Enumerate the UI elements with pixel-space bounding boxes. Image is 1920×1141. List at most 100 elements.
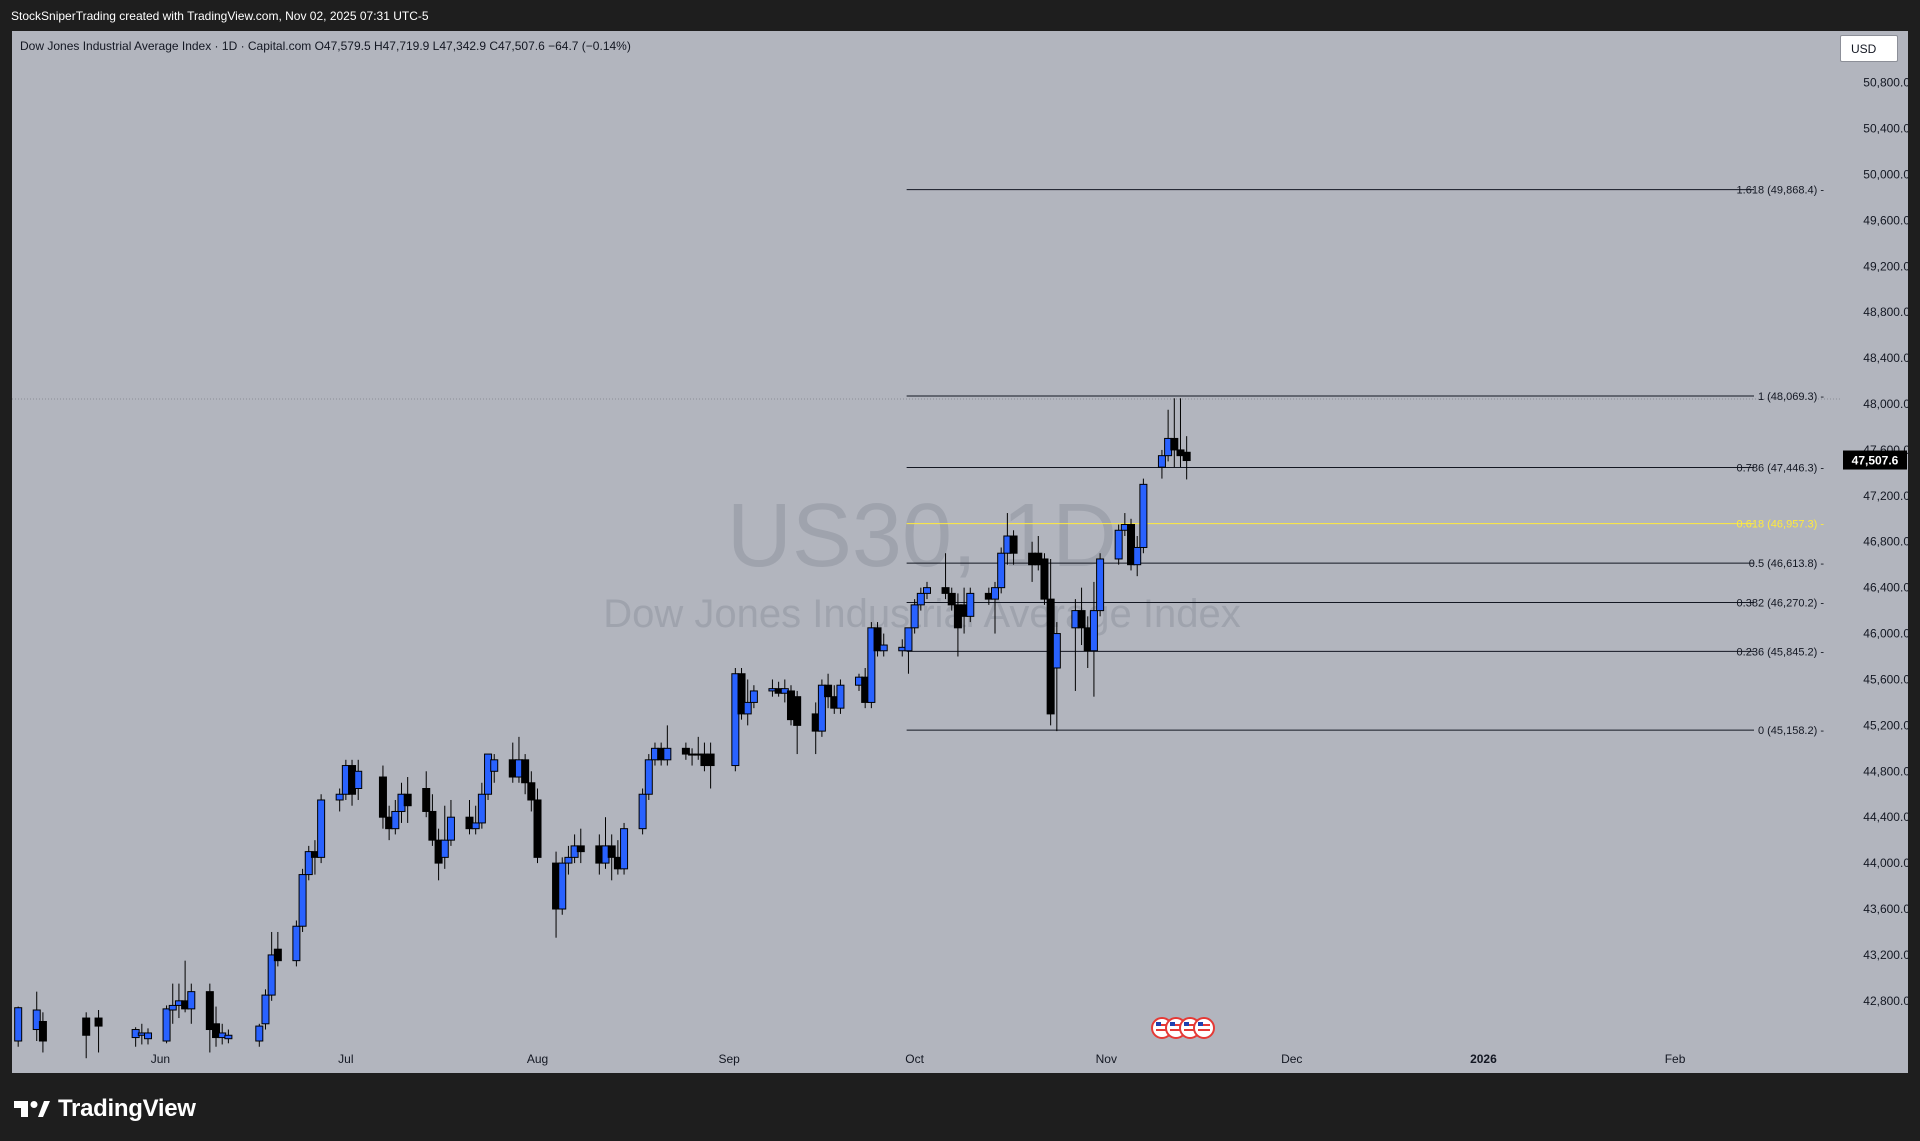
price-tick-label: 48,400.0 <box>1863 351 1908 365</box>
price-axis[interactable]: 42,800.0 43,200.0 43,600.0 44,000.0 44,400.0… <box>1843 76 1908 1008</box>
fib-level-label: 1.618 (49,868.4) - <box>1737 185 1825 197</box>
candle-body <box>879 644 888 652</box>
time-axis[interactable]: Jun Jul Aug Sep Oct Nov Dec 2026 Feb <box>151 1052 1686 1066</box>
candle-body <box>261 994 270 1025</box>
economic-events[interactable] <box>1151 1017 1215 1039</box>
flag-stripe <box>1156 1029 1168 1031</box>
flag-stripe <box>1170 1024 1182 1026</box>
candle-body <box>904 627 913 652</box>
candle-body <box>477 793 486 824</box>
candle-body <box>564 856 573 864</box>
candle-body <box>422 788 431 812</box>
candle-body <box>162 1008 171 1042</box>
candle-body <box>335 793 344 801</box>
candle-body <box>1127 524 1136 566</box>
candle-body <box>317 799 326 858</box>
candle-body <box>793 696 802 726</box>
symbol-legend[interactable]: Dow Jones Industrial Average Index · 1D … <box>20 39 631 53</box>
candle-body <box>966 592 975 617</box>
candle-body <box>440 839 449 858</box>
candle-body <box>533 799 542 858</box>
flag-canton <box>1156 1022 1161 1026</box>
candle-body <box>14 1007 23 1042</box>
currency-button[interactable]: USD <box>1840 35 1898 62</box>
price-tick-label: 46,400.0 <box>1863 581 1908 595</box>
candle-body <box>1157 455 1166 468</box>
candle-body <box>1089 610 1098 652</box>
fib-level-label: 0 (45,158.2) - <box>1758 725 1824 737</box>
candle-body <box>304 851 313 876</box>
candle-body <box>731 673 740 767</box>
candle-body <box>187 991 196 1010</box>
candle-body <box>490 759 499 772</box>
candle-body <box>1052 633 1061 669</box>
candle-body <box>471 822 480 830</box>
candle-body <box>527 782 536 801</box>
candle-body <box>576 845 585 853</box>
candle-body <box>923 587 931 594</box>
time-tick-label: Nov <box>1096 1052 1117 1066</box>
time-tick-label: Jul <box>338 1052 353 1066</box>
fib-level-label: 0.786 (47,446.3) - <box>1737 463 1825 475</box>
candle-body <box>824 684 833 698</box>
candle-body <box>484 753 493 795</box>
flag-stripe <box>1184 1029 1196 1031</box>
price-tick-label: 45,600.0 <box>1863 672 1908 686</box>
candle-body <box>916 592 925 606</box>
candle-body <box>273 948 282 962</box>
candle-body <box>663 747 672 761</box>
flag-stripe <box>1184 1024 1196 1026</box>
flag-canton <box>1184 1022 1189 1026</box>
price-chart[interactable]: US30, 1D Dow Jones Industrial Average In… <box>12 31 1908 1073</box>
price-tick-label: 43,200.0 <box>1863 948 1908 962</box>
candle-body <box>620 828 629 870</box>
candle-body <box>737 673 746 715</box>
candle-body <box>681 747 690 755</box>
candle-body <box>446 816 455 841</box>
price-tick-label: 50,000.0 <box>1863 167 1908 181</box>
price-tick-label: 49,200.0 <box>1863 259 1908 273</box>
price-tick-label: 42,800.0 <box>1863 994 1908 1008</box>
time-tick-label: Aug <box>527 1052 548 1066</box>
candle-body <box>1139 483 1148 548</box>
time-tick-label: Oct <box>905 1052 924 1066</box>
candle-body <box>644 759 653 795</box>
chart-caption: StockSniperTrading created with TradingV… <box>11 9 429 23</box>
fib-level-label: 0.618 (46,957.3) - <box>1737 519 1825 531</box>
candle-body <box>1182 451 1191 462</box>
price-tick-label: 43,600.0 <box>1863 902 1908 916</box>
candle-body <box>267 954 276 996</box>
price-tick-label: 46,800.0 <box>1863 535 1908 549</box>
tradingview-logo[interactable]: TradingView <box>14 1095 196 1123</box>
fibonacci-retracement[interactable]: 1.618 (49,868.4) - 1 (48,069.3) - 0.786 (4… <box>12 185 1842 738</box>
candle-body <box>638 793 647 830</box>
price-tick-label: 44,000.0 <box>1863 856 1908 870</box>
candle-body <box>1133 546 1142 566</box>
candle-body <box>94 1017 103 1027</box>
candle-body <box>378 776 387 818</box>
candle-body <box>298 874 307 927</box>
candle-body <box>749 690 758 703</box>
tradingview-logo-icon <box>14 1101 50 1117</box>
candle-body <box>82 1017 91 1036</box>
candle-body <box>867 627 876 703</box>
fib-level-label: 0.5 (46,613.8) - <box>1749 558 1825 570</box>
watermark-symbol: US30, 1D <box>727 486 1117 586</box>
flag-stripe <box>1198 1029 1210 1031</box>
candle-body <box>32 1009 41 1031</box>
candle-body <box>817 684 826 732</box>
candle-body <box>38 1020 47 1042</box>
candle-body <box>428 810 437 841</box>
flag-stripe <box>1170 1029 1182 1031</box>
candle-body <box>1077 610 1086 629</box>
candle-body <box>997 552 1006 589</box>
price-tick-label: 47,200.0 <box>1863 489 1908 503</box>
candle-body <box>706 753 715 767</box>
fib-level-label: 0.236 (45,845.2) - <box>1737 646 1825 658</box>
time-tick-label: Feb <box>1665 1052 1686 1066</box>
candle-body <box>144 1032 153 1040</box>
candle-body <box>947 592 956 606</box>
chart-panel[interactable]: US30, 1D Dow Jones Industrial Average In… <box>12 31 1908 1073</box>
candle-body <box>255 1025 264 1042</box>
price-tick-label: 44,400.0 <box>1863 810 1908 824</box>
